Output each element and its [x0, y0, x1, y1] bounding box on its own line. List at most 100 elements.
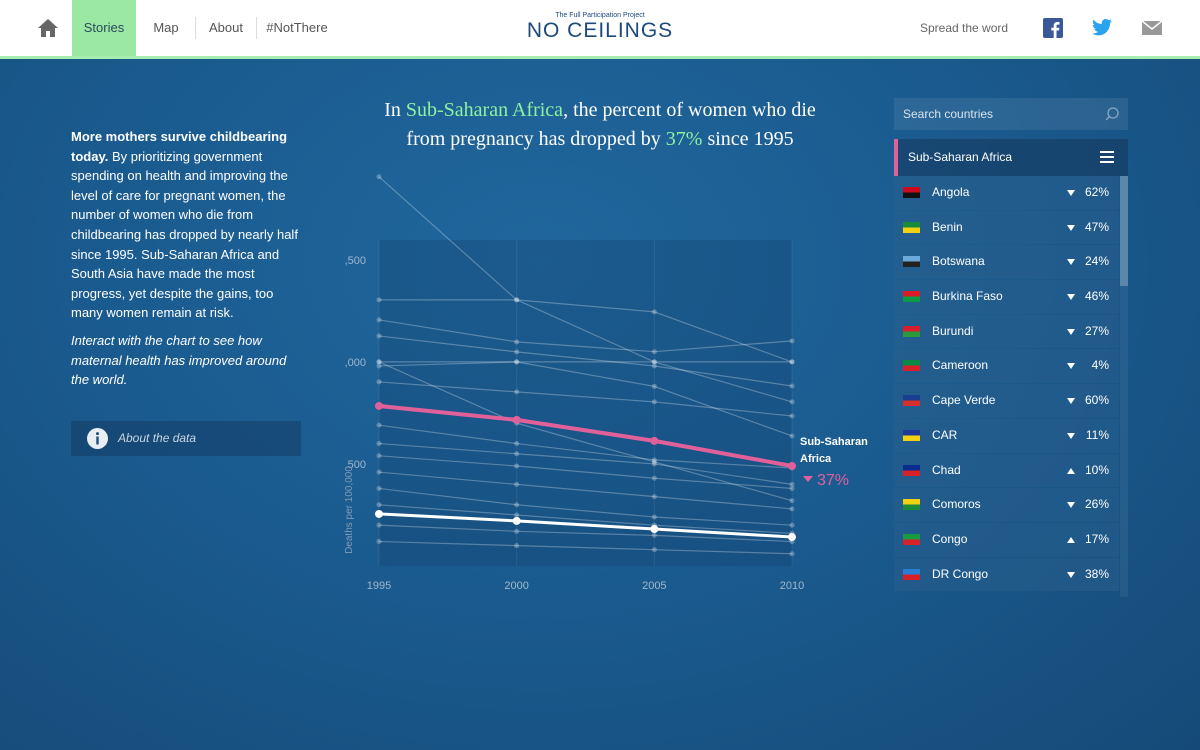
headline-region: Sub-Saharan Africa [405, 99, 564, 121]
logo[interactable]: NO CEILINGS [526, 19, 674, 42]
series-line [378, 442, 793, 485]
country-name: DR Congo [932, 566, 989, 581]
flag [903, 429, 920, 441]
scrollbar-thumb[interactable] [1120, 176, 1128, 286]
data-point [651, 399, 657, 405]
data-point [651, 309, 657, 315]
data-point [651, 363, 657, 369]
country-name: Cape Verde [932, 393, 996, 408]
data-point [514, 441, 520, 447]
data-point [651, 383, 657, 389]
country-row[interactable]: Angola 62% [894, 176, 1119, 210]
nav-item[interactable]: #NotThere [266, 20, 328, 35]
mail-icon[interactable] [1142, 21, 1162, 35]
intro-lead-bold: More mothers survive childbearing today. [71, 129, 288, 164]
flag [903, 187, 920, 198]
change-arrow [1067, 467, 1075, 474]
series-line [378, 176, 793, 403]
header: Stories Map About #NotThere The Full Par… [0, 0, 1200, 59]
data-point [376, 469, 382, 475]
data-point [651, 547, 657, 553]
country-row[interactable]: Benin 47% [894, 210, 1119, 245]
data-point [376, 297, 382, 303]
facebook-icon[interactable] [1043, 18, 1063, 38]
annotation: Sub-Saharan Africa [800, 436, 868, 465]
x-tick-label: 1995 [367, 580, 391, 592]
headline: In Sub-Saharan Africa, the percent of wo… [370, 96, 830, 154]
data-point [514, 297, 520, 303]
country-row[interactable]: Comoros 26% [894, 488, 1119, 522]
data-point [651, 494, 657, 500]
intro-hint: Interact with the chart to see how mater… [71, 332, 287, 388]
country-change: 27% [1084, 323, 1109, 338]
about-button[interactable]: About the data [71, 421, 301, 456]
region-selector[interactable]: Sub-Saharan Africa [894, 139, 1128, 176]
search-placeholder: Search countries [903, 107, 994, 121]
data-point [514, 359, 520, 365]
series-line [378, 361, 793, 502]
data-point [512, 415, 521, 424]
data-point [789, 359, 795, 365]
country-row[interactable]: Cape Verde 60% [894, 384, 1119, 418]
data-point [650, 436, 659, 445]
data-point [788, 461, 796, 470]
series-line [378, 319, 793, 353]
data-point [789, 498, 795, 504]
intro-text: By prioritizing government spending on h… [71, 148, 298, 321]
change-arrow [1067, 571, 1075, 578]
country-row[interactable]: Burundi 27% [894, 314, 1119, 349]
country-change: 26% [1084, 497, 1109, 512]
y-tick-label: ,000 [345, 357, 366, 369]
data-point [514, 502, 520, 508]
series-line [378, 455, 793, 490]
data-point [376, 453, 382, 459]
change-arrow [1067, 328, 1075, 335]
twitter-icon[interactable] [1092, 19, 1112, 36]
nav-item[interactable]: About [209, 20, 243, 35]
home-icon[interactable] [37, 18, 59, 38]
menu-icon[interactable] [1100, 151, 1114, 163]
data-point [514, 543, 520, 549]
country-row[interactable]: DR Congo 38% [894, 557, 1119, 592]
data-point [514, 451, 520, 457]
data-point [788, 533, 796, 542]
data-point [376, 174, 382, 180]
flag [903, 568, 920, 580]
data-point [514, 339, 520, 345]
headline-change: 37% [665, 128, 703, 150]
series-line [378, 424, 793, 469]
share-label: Spread the word [920, 21, 1009, 35]
flag [903, 256, 920, 268]
country-row[interactable]: Burkina Faso 46% [894, 280, 1119, 314]
nav-item[interactable]: Map [153, 20, 179, 35]
country-row[interactable]: CAR 11% [894, 418, 1119, 453]
data-point [514, 297, 520, 303]
data-point [376, 317, 382, 323]
country-row[interactable]: Chad 10% [894, 453, 1119, 488]
data-point [789, 383, 795, 389]
data-point [514, 528, 520, 534]
country-row[interactable]: Congo 17% [894, 522, 1119, 557]
search-box[interactable]: Search countries [894, 98, 1128, 130]
data-point [514, 359, 520, 365]
headline-text: In [384, 99, 406, 121]
intro: More mothers survive childbearing today.… [71, 127, 303, 398]
country-change: 24% [1084, 254, 1109, 269]
country-change: 60% [1084, 393, 1109, 408]
country-row[interactable]: Botswana 24% [894, 245, 1119, 280]
data-point [376, 522, 382, 528]
country-row[interactable]: Cameroon 4% [894, 349, 1119, 384]
data-point [651, 359, 657, 365]
x-tick-label: 2005 [642, 580, 666, 592]
country-name: Cameroon [932, 358, 989, 373]
country-name: Benin [932, 219, 963, 234]
data-point [375, 509, 383, 518]
country-name: Angola [932, 185, 970, 199]
series-line [378, 487, 793, 526]
scrollbar[interactable] [1120, 176, 1128, 597]
nav-item[interactable]: Stories [72, 0, 136, 56]
country-change: 38% [1084, 566, 1109, 581]
data-point [789, 359, 795, 365]
data-point [376, 359, 382, 365]
data-point [514, 512, 520, 518]
